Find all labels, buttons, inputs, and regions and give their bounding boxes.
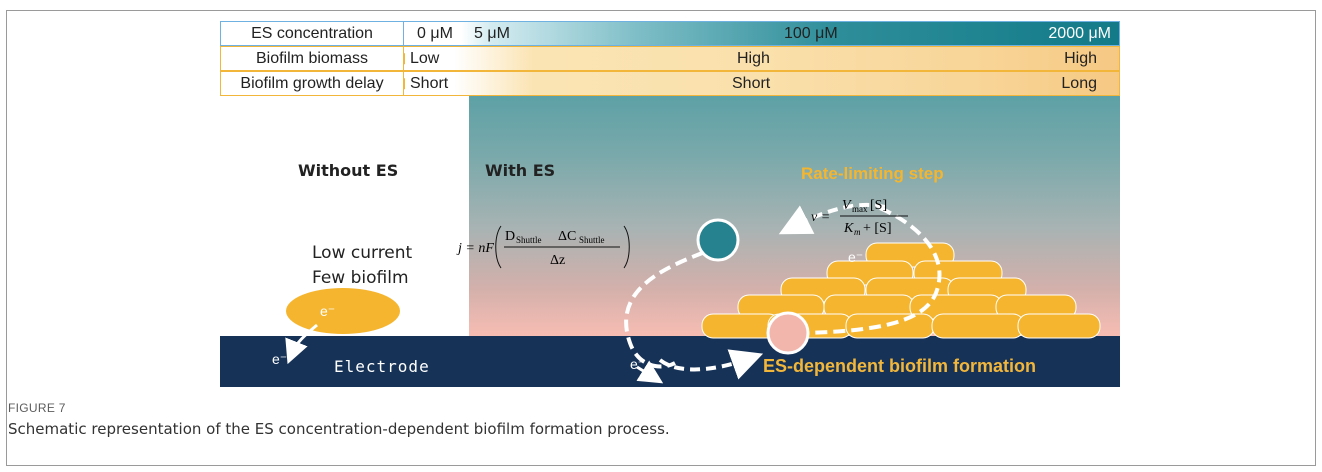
es-value-5: 5 μM [474,24,510,42]
flux-d-sub: Shuttle [516,235,542,245]
rate-plus-s: + [S] [863,221,892,236]
rate-lhs: v = [811,210,830,225]
flux-delta-c: ΔC [558,229,576,244]
electron-label-cell: e⁻ [320,303,335,319]
shuttle-reduced [766,311,810,355]
shuttle-oxidized [696,218,740,262]
biofilm-stack [701,242,1101,339]
biofilm-cell [931,313,1025,339]
flux-c-sub: Shuttle [579,235,605,245]
cycle-arrow-to-reduced [658,349,764,380]
row-label-biofilm-biomass: Biofilm biomass [220,46,404,71]
schematic-drawing: j = nF D Shuttle ΔC Shuttle Δz v = V max… [272,198,1101,384]
label-few-biofilm: Few biofilm [312,268,409,288]
es-value-100: 100 μM [784,24,838,42]
flux-denominator: Δz [550,253,565,268]
figure-caption: Schematic representation of the ES conce… [8,420,670,438]
es-concentration-gradient: 0 μM 5 μM 100 μM 2000 μM [404,21,1120,46]
biomass-value-mid: High [737,49,770,67]
label-es-formation: ES-dependent biofilm formation [763,356,1036,376]
electron-transfer-arrow [285,323,318,365]
delay-value-short: Short [410,74,449,92]
cycle-path-right [804,206,942,335]
flux-d: D [505,229,515,244]
biomass-value-low: Low [410,49,440,67]
electron-label-cycle: e⁻ [630,356,645,372]
cycle-arrow-to-oxidized [778,202,886,235]
biomass-value-high: High [1064,49,1097,67]
delay-value-mid: Short [732,74,771,92]
electrode-bar [220,336,1120,387]
biomass-gradient: Low High High [404,46,1120,71]
delay-gradient: Short Short Long [404,71,1120,96]
row-growth-delay: Biofilm growth delay Short Short Long [220,71,1120,96]
label-electrode: Electrode [334,357,430,376]
rate-s: [S] [870,198,887,213]
cycle-path-left [624,244,721,369]
rate-km: K [843,221,854,236]
rate-equation: v = V max [S] K m + [S] [811,198,908,237]
row-label-growth-delay: Biofilm growth delay [220,71,404,96]
figure-frame [6,10,1316,466]
flux-equation: j = nF D Shuttle ΔC Shuttle Δz [456,225,630,269]
rate-vmax: V [842,198,852,213]
electron-arrow-down [636,360,664,384]
row-es-concentration: ES concentration 0 μM 5 μM 100 μM 2000 μ… [220,21,1120,46]
biofilm-cell [1017,313,1101,339]
rate-km-sub: m [854,227,861,237]
label-with-es: With ES [485,161,556,180]
delay-value-long: Long [1061,74,1097,92]
rate-vmax-sub: max [852,204,868,214]
label-rate-limiting: Rate-limiting step [801,164,944,183]
es-value-0: 0 μM [417,24,453,42]
cell-without-es [286,288,400,334]
flux-lhs: j = nF [456,241,494,256]
label-low-current: Low current [312,243,413,263]
row-label-es-concentration: ES concentration [220,21,404,46]
es-value-2000: 2000 μM [1048,24,1111,42]
electron-label-electrode: e⁻ [272,351,287,367]
figure-label: FIGURE 7 [8,401,66,415]
label-without-es: Without ES [298,161,399,180]
electron-label-biofilm: e⁻ [848,249,863,265]
figure-7: ES concentration 0 μM 5 μM 100 μM 2000 μ… [220,21,1120,387]
row-biofilm-biomass: Biofilm biomass Low High High [220,46,1120,71]
low-current-text: Low current Few biofilm [312,241,412,291]
